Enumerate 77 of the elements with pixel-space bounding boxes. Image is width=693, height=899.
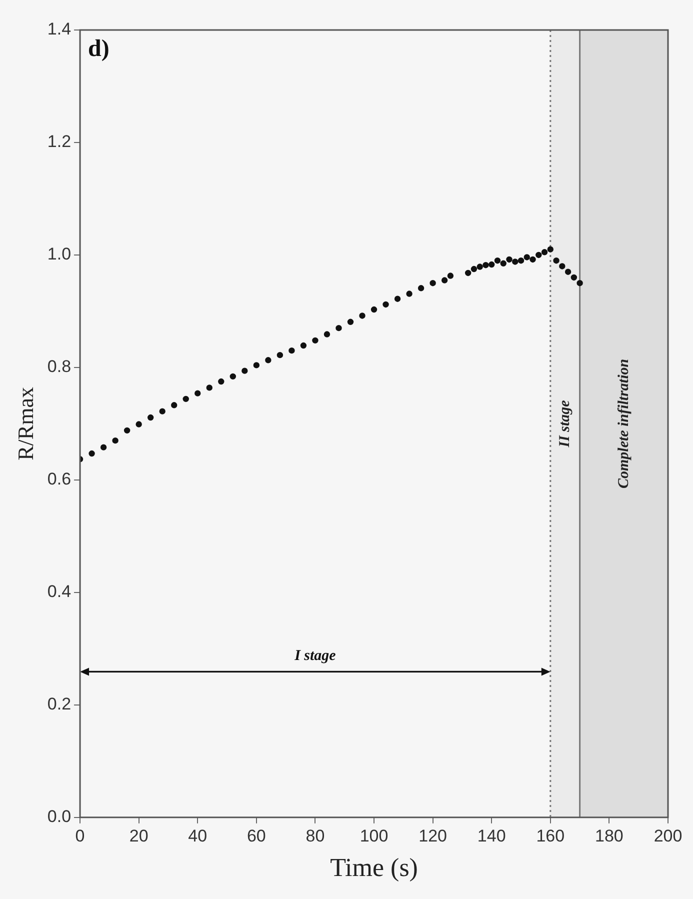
point [536,252,542,258]
x-tick-label: 100 [360,826,388,846]
point [218,378,224,385]
point [488,261,495,268]
y-tick-label: 1.2 [47,132,72,152]
point [482,262,489,268]
point [530,256,536,263]
annotation: d) [88,36,110,62]
x-tick-label: 140 [477,826,506,846]
point [576,280,583,286]
point [288,347,295,354]
point [541,249,548,256]
point [547,246,554,252]
point [230,373,236,380]
point [312,337,318,344]
point [100,444,107,450]
point [136,421,142,428]
x-tick-label: 0 [75,826,85,846]
point [347,318,354,325]
y-tick-label: 1.4 [47,20,72,39]
x-axis-title: Time (s) [330,853,418,882]
x-tick-label: 120 [418,826,447,846]
point [506,256,512,263]
point [242,368,248,374]
point [159,408,166,414]
band-label: II stage [556,400,573,448]
point [382,301,389,308]
point [470,266,478,272]
x-tick-label: 80 [306,826,325,846]
y-tick-label: 0.6 [47,470,72,489]
x-tick-label: 20 [129,826,148,846]
point [124,427,130,434]
point [265,357,272,364]
point [500,260,506,267]
point [464,270,472,276]
point [494,257,501,264]
point [559,263,566,270]
point [206,384,212,391]
y-axis-title: R/Rmax [12,387,38,460]
x-tick-label: 160 [536,826,565,846]
x-tick-label: 40 [188,826,208,846]
band-label: Complete infiltration [616,358,632,489]
point [194,390,201,396]
point [276,352,284,358]
point [336,324,342,332]
point [447,272,454,279]
point [553,257,560,264]
point [359,312,366,319]
point [524,254,530,260]
point [394,296,401,302]
y-tick-label: 0.4 [47,582,72,602]
y-tick-label: 0.8 [47,357,72,376]
point [112,437,118,444]
x-tick-label: 180 [595,826,624,846]
annotation: I stage [294,648,336,664]
point [253,362,260,368]
point [171,402,178,408]
point [564,268,572,275]
point [324,331,330,338]
x-tick-label: 60 [246,826,266,846]
point [88,450,95,457]
point [570,274,578,281]
x-tick-label: 200 [654,826,682,846]
y-tick-label: 0.0 [47,807,72,826]
point [512,258,518,265]
point [147,414,154,421]
point [406,290,412,297]
point [370,306,378,313]
point [182,396,189,402]
point [430,280,436,286]
point [518,257,524,264]
point [418,285,424,292]
y-tick-label: 0.2 [47,694,72,714]
point [476,264,483,270]
point [441,277,448,284]
point [300,342,307,349]
y-tick-label: 1.0 [47,244,72,264]
